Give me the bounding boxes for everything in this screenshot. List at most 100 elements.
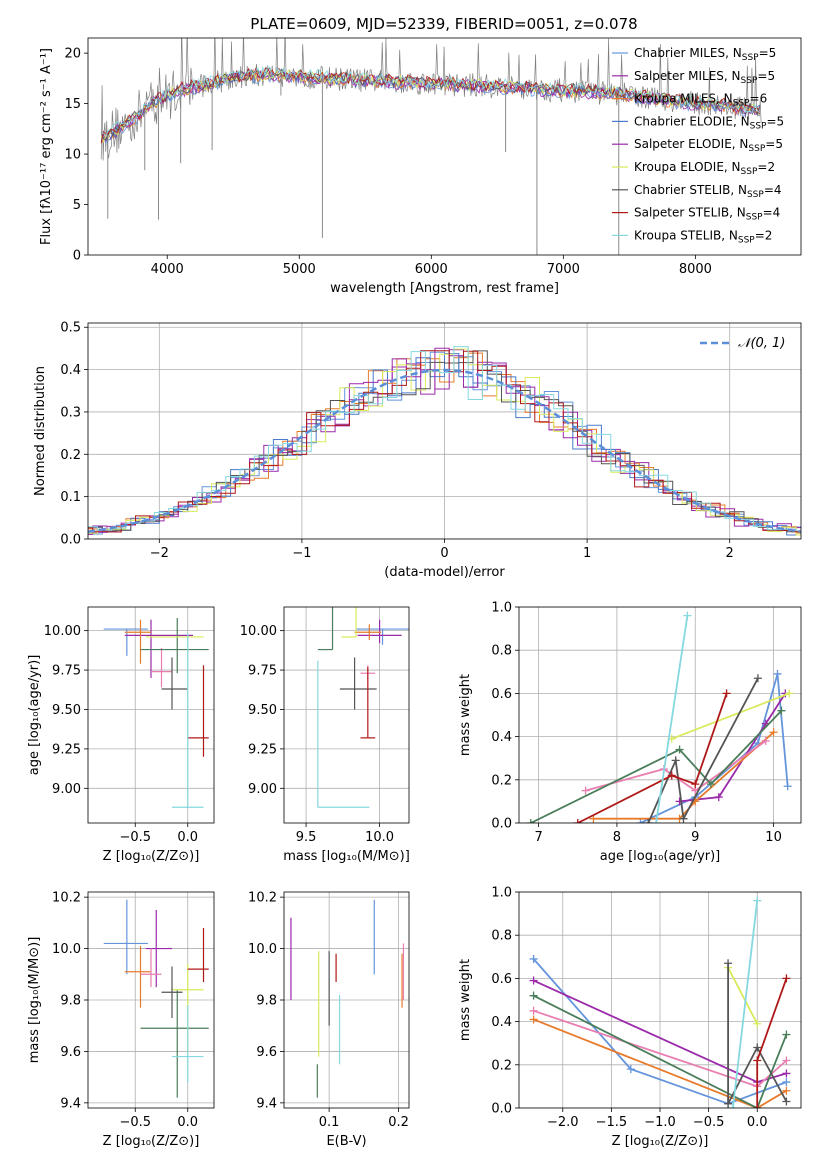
- tick-label-y: 9.25: [248, 742, 277, 757]
- legend-sub: SSP: [733, 99, 750, 109]
- weight-marker: [782, 1097, 791, 1106]
- errorbar-point: [339, 657, 377, 710]
- tick-label-x: −1.5: [596, 1115, 628, 1130]
- tick-label-y: 0.4: [491, 730, 512, 745]
- weight-series: [529, 991, 791, 1108]
- tick-label-y: 9.8: [60, 994, 81, 1009]
- tick-label-x: 9.5: [296, 830, 317, 845]
- legend-sub: SSP: [738, 235, 755, 245]
- errorbar-point: [341, 607, 357, 638]
- weight-marker: [753, 1056, 762, 1065]
- weight-marker: [573, 819, 582, 823]
- tick-label-y: 0.4: [491, 1015, 512, 1030]
- errorbar-point: [357, 619, 402, 644]
- tick-label-x: 7000: [547, 262, 580, 277]
- weight-series: [753, 974, 791, 1108]
- tick-label-y: 0.5: [60, 321, 81, 336]
- tick-label-x: 2: [726, 546, 734, 561]
- weight-marker: [529, 1015, 538, 1024]
- weight-marker: [769, 728, 778, 737]
- tick-label-y: 0.0: [60, 533, 81, 548]
- tick-label-y: 15: [64, 97, 81, 112]
- tick-label-y: 0.1: [60, 490, 81, 505]
- weight-marker: [667, 771, 676, 780]
- legend-sub: SSP: [747, 190, 764, 200]
- weight-line: [530, 710, 783, 823]
- errorbar-point: [140, 989, 209, 1098]
- weight-marker: [761, 736, 770, 745]
- legend-entry: Chabrier MILES, NSSP=5: [634, 46, 776, 63]
- weight-marker: [724, 959, 733, 968]
- tick-label-y: 0: [73, 249, 81, 264]
- tick-label-x: −2.0: [547, 1115, 579, 1130]
- tick-label-y: 10.00: [240, 624, 277, 639]
- weight-marker: [671, 756, 680, 765]
- panel-massweight-vs-Z: −2.0 −1.5 −1.0 −0.5 0.0 0.0 0.2 0.4 0.6 0.8 1.0 Z […: [458, 886, 802, 1149]
- weight-line: [640, 673, 789, 823]
- tick-label-y: 9.75: [52, 664, 81, 679]
- axes-frame: [518, 891, 802, 1109]
- tick-label-x: −0.5: [119, 830, 151, 845]
- errorbar-point: [360, 666, 376, 739]
- panel-age-vs-mass: 9.5 10.0 9.00 9.25 9.50 9.75 10.00 mass [log₁₀(…: [240, 606, 410, 864]
- tick-label-y: 10.2: [248, 891, 277, 906]
- tick-label-x: −0.5: [119, 1115, 151, 1130]
- legend-label: Chabrier ELODIE, N: [634, 114, 750, 128]
- legend-tail: =4: [764, 183, 782, 197]
- weight-line: [727, 967, 758, 1025]
- errorbar-point: [161, 966, 183, 1018]
- legend-tail: =5: [766, 114, 784, 128]
- axis-label-x: mass [log₁₀(M/M⊙)]: [283, 849, 410, 864]
- legend-label: Salpeter ELODIE, N: [634, 137, 748, 151]
- panel-residuals: −2 −1 0 1 2 0.0 0.1 0.2 0.3 0.4 0.5 (data-model)/er…: [33, 321, 802, 580]
- errorbar-point: [187, 665, 209, 757]
- errorbar-point: [124, 619, 193, 678]
- tick-label-x: −2: [150, 546, 169, 561]
- tick-label-x: 0.0: [177, 1115, 198, 1130]
- legend-tail: =2: [755, 228, 773, 242]
- plot-area: [88, 323, 801, 539]
- weight-marker: [782, 1078, 791, 1087]
- weight-marker: [753, 674, 762, 683]
- tick-label-x: 10.0: [365, 830, 394, 845]
- legend-sub: SSP: [748, 144, 765, 154]
- legend-entry: Kroupa MILES, NSSP=6: [634, 92, 767, 109]
- tick-label-y: 10: [64, 148, 81, 163]
- histogram-series: [88, 350, 801, 533]
- axis-label-y: mass weight: [458, 674, 473, 756]
- legend-tail: =5: [759, 46, 777, 60]
- axis-label-x: (data-model)/error: [384, 565, 505, 580]
- legend-entry: Chabrier STELIB, NSSP=4: [634, 183, 782, 200]
- weight-line: [533, 994, 788, 1108]
- axis-label-y: Normed distribution: [33, 366, 48, 496]
- legend-sub: SSP: [741, 167, 758, 177]
- weight-marker: [782, 1030, 791, 1039]
- axes-frame: [87, 322, 802, 540]
- tick-label-y: 9.00: [248, 782, 277, 797]
- tick-label-y: 9.75: [248, 664, 277, 679]
- weight-marker: [724, 1099, 733, 1108]
- weight-marker: [714, 793, 723, 802]
- tick-label-y: 10.2: [52, 891, 81, 906]
- plot-area: [519, 892, 801, 1108]
- errorbar-point: [317, 660, 370, 808]
- tick-label-y: 0.2: [491, 1058, 512, 1073]
- weight-marker: [529, 954, 538, 963]
- histogram-series: [88, 350, 801, 533]
- axes-frame: [87, 606, 215, 824]
- weight-marker: [529, 1006, 538, 1015]
- weight-line: [647, 677, 759, 823]
- legend-label: 𝒩(0, 1): [738, 336, 785, 351]
- legend-tail: =5: [765, 137, 783, 151]
- legend-tail: =2: [757, 160, 775, 174]
- weight-marker: [753, 896, 762, 905]
- tick-label-x: −1.0: [644, 1115, 676, 1130]
- axis-label-x: Z [log₁₀(Z/Z⊙)]: [103, 1134, 200, 1149]
- model-spectrum-line: [100, 67, 760, 144]
- tick-label-x: 7: [534, 830, 542, 845]
- errorbar-point: [151, 647, 172, 688]
- plot-area: [284, 607, 409, 823]
- errorbar-point: [140, 948, 162, 988]
- weight-marker: [529, 976, 538, 985]
- axes-frame: [87, 37, 802, 256]
